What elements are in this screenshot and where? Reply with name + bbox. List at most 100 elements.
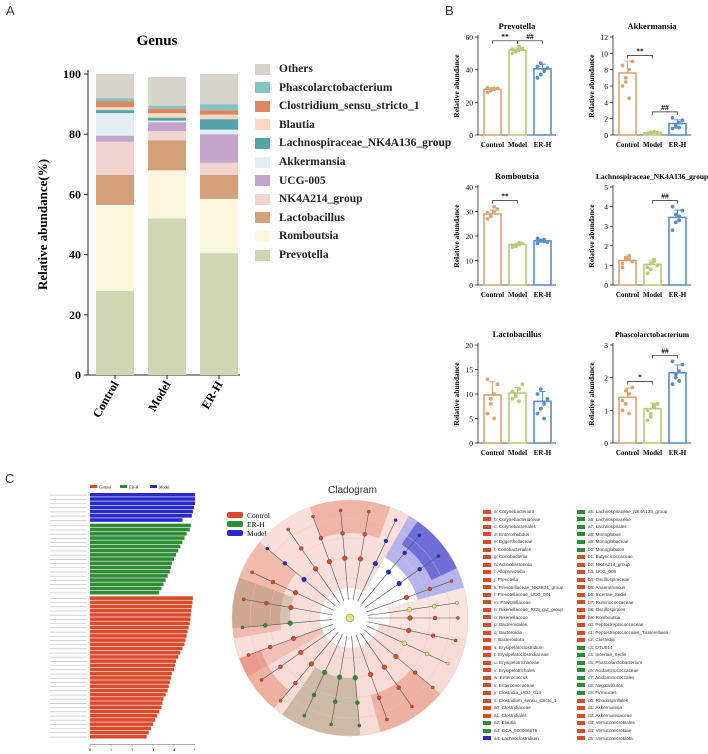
- clado-node: [396, 581, 402, 587]
- clado-control-clade-shade: [309, 500, 391, 539]
- y-tick-label: 0: [604, 131, 608, 140]
- panel-label-a: A: [6, 3, 15, 18]
- legend-swatch: [255, 193, 270, 205]
- clado-branch: [312, 516, 345, 602]
- taxa-legend-item: a6: Lachnospiraceae: [577, 516, 631, 524]
- y-tick-label: 1: [604, 406, 608, 415]
- lda-bar: [90, 650, 181, 655]
- data-point: [492, 209, 496, 214]
- data-point: [513, 49, 518, 54]
- y-tick-label: 2: [604, 115, 608, 124]
- taxa-label: b2: NK4A214_group: [588, 561, 630, 567]
- legend-item: Akkermansia: [255, 156, 345, 168]
- taxa-legend-item: o: Rikenellaceae: [483, 614, 528, 622]
- taxa-label: l: Prevotellaceae_UCG_001: [494, 592, 551, 598]
- clado-node: [406, 627, 412, 634]
- taxa-legend-item: b2: NK4A214_group: [577, 561, 630, 569]
- clado-node: [287, 620, 293, 626]
- data-point: [535, 411, 540, 416]
- clado-node: [270, 579, 276, 585]
- data-point: [680, 362, 685, 367]
- taxa-legend-left: a: Corynebacterium b: Corynebacteriaceae c…: [483, 508, 588, 748]
- lda-bar: [90, 692, 166, 697]
- lda-bar: [90, 642, 185, 647]
- data-point: [495, 382, 500, 387]
- data-point: [673, 220, 678, 225]
- taxa-label: c: Corynebacteriales: [494, 524, 536, 530]
- subplot-title: Akkermansia: [627, 21, 677, 31]
- data-point: [630, 259, 635, 264]
- clado-node: [381, 664, 387, 670]
- clado-node: [446, 661, 450, 666]
- clado-er-h-clade-shade: [232, 577, 294, 629]
- data-point: [670, 115, 675, 120]
- lda-bar: [90, 701, 163, 705]
- clado-legend-swatch: [227, 521, 243, 527]
- bar-segment-ucg-005: [200, 134, 238, 163]
- taxa-label: d: Enterorhabdus: [494, 531, 530, 537]
- taxa-legend-item: j: Prevotella: [483, 576, 518, 584]
- taxa-swatch: [483, 690, 491, 695]
- taxa-swatch: [483, 517, 491, 522]
- lda-bar: [90, 582, 164, 587]
- taxa-legend-item: a2: Blautia: [483, 719, 516, 727]
- lda-bar: [90, 688, 168, 693]
- taxa-legend-item: a8: Monoglobus: [577, 531, 621, 539]
- taxa-legend-item: b8: Oscillospirales: [577, 606, 625, 614]
- taxa-legend-item: c2: Clostridia: [577, 636, 615, 644]
- bar-segment-others: [148, 77, 186, 106]
- lda-x-tick-label: 5: [194, 747, 195, 751]
- taxa-swatch: [483, 585, 491, 590]
- data-point: [538, 72, 543, 77]
- data-point: [670, 359, 675, 364]
- data-point: [538, 238, 543, 243]
- taxa-legend-item: g: Coriobacteriia: [483, 553, 527, 561]
- taxa-label: a6: Lachnospiraceae: [588, 516, 631, 522]
- taxa-label: h: Actinobacteriota: [494, 561, 532, 567]
- x-tick-label: Model: [643, 141, 662, 149]
- data-point: [492, 416, 496, 421]
- bar-segment-others: [96, 74, 134, 99]
- x-tick-label: Model: [643, 291, 662, 299]
- clado-control-clade-shade: [370, 669, 441, 732]
- bar-segment-nk4a214-group: [200, 162, 238, 175]
- taxa-label: b8: Oscillospirales: [588, 607, 626, 613]
- taxa-legend-item: d: Enterorhabdus: [483, 531, 529, 539]
- data-point: [520, 241, 525, 246]
- bar-segment-prevotella: [200, 253, 238, 375]
- clado-node: [259, 678, 264, 682]
- clado-node: [264, 601, 269, 606]
- taxa-swatch: [577, 668, 585, 673]
- y-tick-label: 10: [466, 257, 474, 266]
- lda-bar: [90, 604, 192, 609]
- legend-swatch: [255, 119, 270, 131]
- taxa-swatch: [483, 668, 491, 673]
- taxa-legend-item: r: Bacteroidota: [483, 636, 524, 644]
- clado-branch: [351, 635, 360, 726]
- lda-bar: [90, 655, 179, 659]
- data-point: [623, 255, 628, 260]
- lda-legend-swatch: [90, 485, 97, 488]
- bar: [483, 213, 502, 286]
- data-point: [655, 263, 660, 268]
- clado-node: [246, 653, 251, 657]
- significance-label: ##: [526, 32, 534, 41]
- data-point: [535, 392, 540, 396]
- data-point: [510, 47, 515, 52]
- taxa-legend-item: d0: Rhodospirillales: [577, 697, 628, 705]
- taxa-swatch: [483, 570, 491, 575]
- lda-bar: [90, 718, 156, 722]
- data-point: [670, 126, 675, 131]
- clado-node: [417, 567, 422, 572]
- subplot-title: Prevotella: [499, 21, 536, 31]
- y-tick-label: 10: [466, 390, 474, 399]
- data-point: [488, 213, 493, 218]
- taxa-legend-item: n: Rikenellaceae_RC9_gut_group: [483, 606, 563, 614]
- subplot-y-label: Relative abundance: [452, 362, 461, 426]
- lda-legend-label: Model: [159, 485, 170, 490]
- data-point: [620, 265, 625, 270]
- y-axis-label: Relative abundance(%): [35, 159, 50, 290]
- taxa-label: d3: Verrucomicrobiales: [588, 720, 635, 726]
- taxa-swatch: [577, 570, 585, 575]
